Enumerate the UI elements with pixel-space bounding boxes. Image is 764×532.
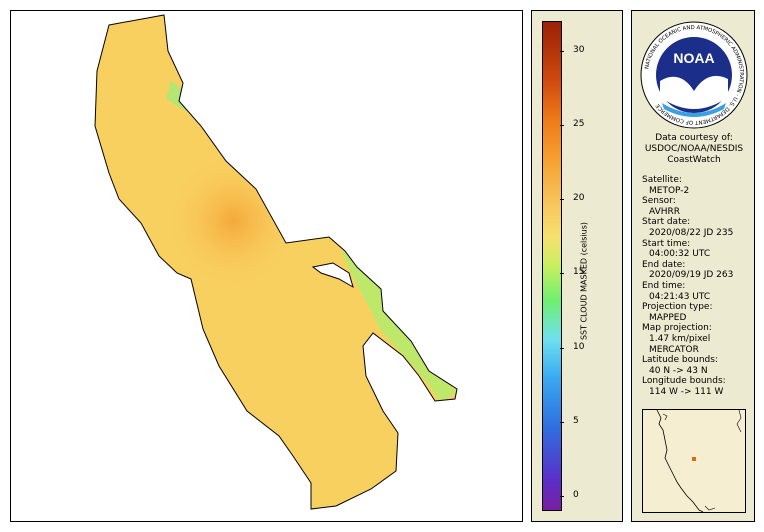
metadata-value: 2020/09/19 JD 263 [649,270,734,281]
metadata-label: Start time: [642,238,691,249]
metadata-value: 04:00:32 UTC [649,249,711,260]
metadata-label: Sensor: [642,196,676,207]
metadata-label: Longitude bounds: [642,376,726,387]
colorbar-tick-mark [560,199,564,201]
metadata-label: End time: [642,281,686,291]
metadata-label: Satellite: [642,175,682,185]
metadata-value: 114 W -> 111 W [649,387,724,397]
info-panel: NOAA NATIONAL OCEANIC AND ATMOSPHERIC AD… [631,10,755,522]
metadata-value: MAPPED [649,312,687,323]
metadata-value: 04:21:43 UTC [649,291,711,302]
lake-island [311,262,354,289]
metadata-value: 40 N -> 43 N [649,365,708,376]
colorbar-tick-mark [560,273,564,275]
locator-inset-map [642,409,746,513]
lake-sst-field [94,14,458,510]
colorbar-tick-mark [560,496,564,498]
colorbar-tick-label: 25 [573,118,585,129]
metadata-label: Latitude bounds: [642,355,718,366]
metadata-value: 1.47 km/pixel [649,334,711,344]
metadata-label: End date: [642,259,686,270]
colorbar [542,21,562,511]
credit-line-3: CoastWatch [667,155,721,165]
colorbar-tick-mark [560,124,564,126]
credit-line-1: Data courtesy of: [655,133,733,143]
colorbar-tick-label: 5 [573,415,579,426]
colorbar-tick-label: 10 [573,341,585,352]
metadata-value: AVHRR [649,206,681,217]
colorbar-tick-mark [560,347,564,349]
metadata-label: Start date: [642,217,691,228]
lake-warm-core [95,15,457,509]
colorbar-tick-mark [560,421,564,423]
lake-map [94,14,458,510]
metadata-label: Projection type: [642,302,713,313]
colorbar-title: SST CLOUD MASKED (celsius) [579,221,589,341]
colorbar-tick-label: 0 [573,490,579,501]
locator-marker [692,457,696,461]
colorbar-panel: 30 25 20 15 10 5 0 SST CLOUD MASKED (celsius) [531,10,623,522]
metadata-value: MERCATOR [649,344,699,355]
colorbar-tick-mark [560,50,564,52]
colorbar-tick-label: 20 [573,193,585,204]
noaa-logo: NOAA NATIONAL OCEANIC AND ATMOSPHERIC AD… [640,21,748,129]
locator-coastline [656,410,742,512]
metadata-label: Map projection: [642,323,712,334]
colorbar-tick-label: 15 [573,267,585,278]
credit-line-2: USDOC/NOAA/NESDIS [644,144,744,154]
map-panel [10,10,523,522]
noaa-logo-text: NOAA [673,50,714,66]
metadata-value: 2020/08/22 JD 235 [649,228,734,238]
metadata-value: METOP-2 [649,185,690,196]
colorbar-tick-label: 30 [573,44,585,55]
